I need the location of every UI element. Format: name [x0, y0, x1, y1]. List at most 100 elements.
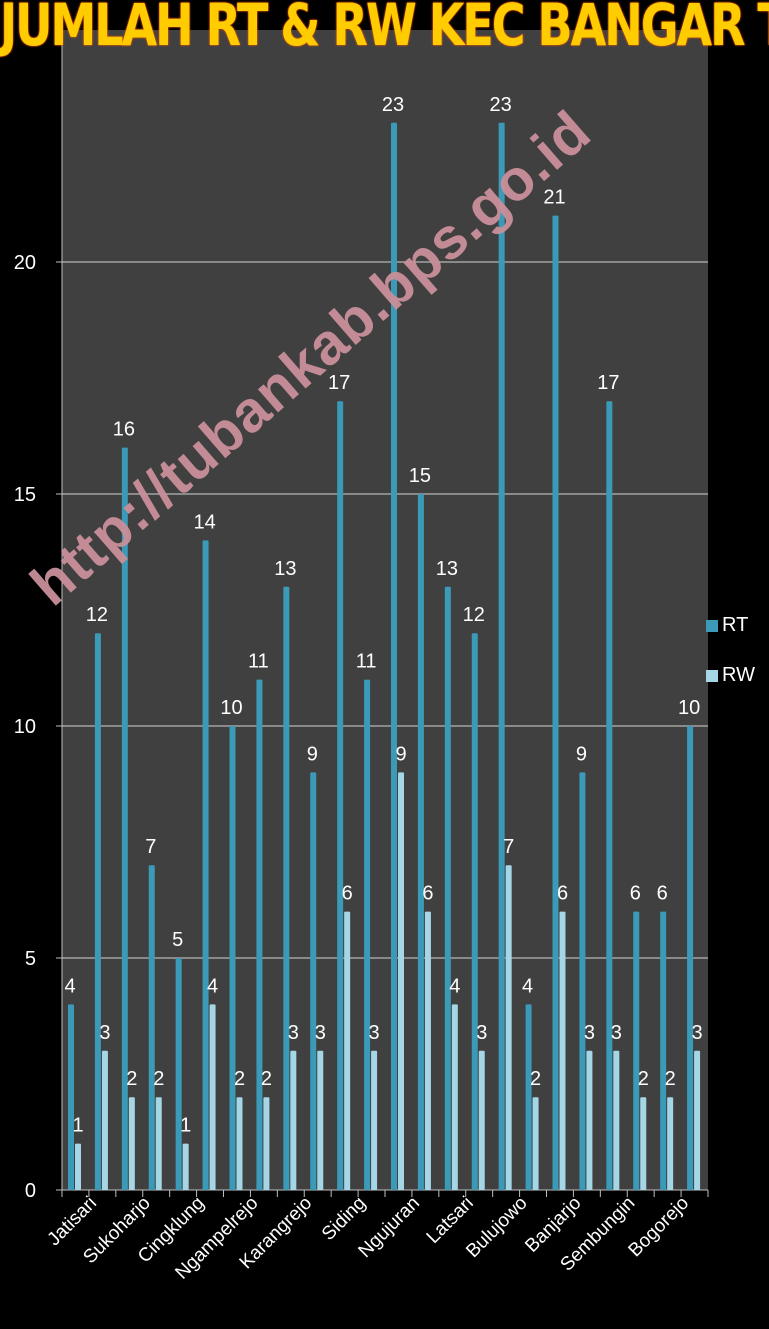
bar-rt — [444, 586, 451, 1190]
data-label-rt: 16 — [113, 419, 135, 441]
bar-rw — [586, 1050, 593, 1190]
data-label-rt: 10 — [220, 697, 242, 719]
data-label-rt: 17 — [328, 372, 350, 394]
bar-rt — [202, 540, 209, 1190]
bar-rw — [344, 911, 351, 1190]
legend-label-rw: RW — [722, 664, 755, 686]
bar-rt — [310, 772, 317, 1190]
data-label-rw: 6 — [422, 883, 433, 905]
x-tick-label: Bogorejo — [625, 1193, 694, 1262]
bar-rw — [451, 1004, 458, 1190]
data-label-rw: 2 — [638, 1068, 649, 1090]
bar-rw — [371, 1050, 378, 1190]
bar-rw — [398, 772, 404, 1190]
bar-rt — [364, 679, 371, 1190]
data-label-rw: 7 — [503, 836, 514, 858]
data-label-rt: 6 — [630, 883, 641, 905]
data-label-rt: 21 — [543, 187, 565, 209]
data-label-rt: 15 — [409, 465, 431, 487]
data-label-rw: 3 — [692, 1022, 703, 1044]
data-label-rt: 4 — [64, 975, 75, 997]
data-label-rt: 14 — [193, 511, 215, 533]
data-label-rt: 13 — [274, 558, 296, 580]
data-label-rw: 6 — [557, 883, 568, 905]
data-label-rw: 2 — [665, 1068, 676, 1090]
data-label-rw: 3 — [99, 1022, 110, 1044]
data-label-rw: 2 — [234, 1068, 245, 1090]
y-tick-label: 5 — [25, 948, 36, 970]
bar-rt — [606, 401, 613, 1190]
legend-swatch-rw — [706, 669, 718, 682]
data-label-rt: 9 — [576, 743, 587, 765]
bar-rt — [498, 122, 505, 1190]
data-label-rw: 2 — [530, 1068, 541, 1090]
bar-rw — [155, 1097, 162, 1190]
data-label-rt: 17 — [597, 372, 619, 394]
y-tick-label: 15 — [14, 484, 36, 506]
bar-rw — [75, 1143, 81, 1190]
bar-rw — [317, 1050, 324, 1190]
data-label-rw: 9 — [395, 743, 406, 765]
bar-rw — [424, 911, 431, 1190]
data-label-rt: 11 — [248, 651, 269, 673]
data-label-rt: 7 — [145, 836, 156, 858]
bar-rt — [525, 1004, 532, 1190]
data-label-rt: 4 — [522, 975, 533, 997]
bar-rt — [660, 911, 667, 1190]
data-label-rw: 3 — [476, 1022, 487, 1044]
data-label-rw: 3 — [369, 1022, 380, 1044]
bar-rt — [552, 215, 559, 1191]
bar-rw — [128, 1097, 135, 1190]
bar-rt — [68, 1004, 74, 1190]
data-label-rt: 12 — [463, 604, 485, 626]
data-label-rw: 1 — [180, 1115, 191, 1137]
bar-rw — [101, 1050, 108, 1190]
data-label-rt: 5 — [172, 929, 183, 951]
data-label-rw: 1 — [72, 1115, 83, 1137]
data-label-rw: 3 — [611, 1022, 622, 1044]
data-label-rt: 11 — [356, 651, 377, 673]
legend-item-rw: RW — [706, 664, 755, 687]
bar-rw — [559, 911, 566, 1190]
data-label-rt: 12 — [86, 604, 108, 626]
bar-rt — [687, 726, 694, 1190]
legend-item-rt: RT — [706, 614, 748, 637]
bar-rw — [209, 1004, 216, 1190]
bar-rt — [579, 772, 586, 1190]
data-label-rw: 3 — [584, 1022, 595, 1044]
data-label-rt: 13 — [436, 558, 458, 580]
bar-rw — [532, 1097, 539, 1190]
bar-rt — [471, 633, 478, 1190]
bar-rt — [417, 494, 424, 1190]
bar-rt — [229, 726, 236, 1190]
data-label-rw: 4 — [207, 975, 218, 997]
data-label-rw: 2 — [261, 1068, 272, 1090]
bar-rw — [236, 1097, 243, 1190]
bar-rt — [633, 911, 640, 1190]
bar-rt — [121, 447, 128, 1191]
bar-rt — [94, 633, 101, 1190]
legend-label-rt: RT — [722, 614, 749, 636]
data-label-rt: 10 — [678, 697, 700, 719]
bar-rw — [505, 865, 512, 1190]
data-label-rt: 23 — [382, 94, 404, 116]
bar-rt — [337, 401, 344, 1190]
data-label-rt: 23 — [490, 94, 512, 116]
bar-rt — [283, 586, 290, 1190]
bar-rw — [478, 1050, 485, 1190]
data-label-rw: 2 — [153, 1068, 164, 1090]
bar-rw — [694, 1050, 701, 1190]
bar-rt — [256, 679, 263, 1190]
data-label-rw: 4 — [449, 975, 460, 997]
bar-rw — [613, 1050, 620, 1190]
y-tick-label: 20 — [14, 252, 36, 274]
data-label-rw: 3 — [288, 1022, 299, 1044]
data-label-rw: 2 — [126, 1068, 137, 1090]
data-label-rw: 3 — [315, 1022, 326, 1044]
data-label-rt: 6 — [657, 883, 668, 905]
bar-rw — [182, 1143, 189, 1190]
x-tick-label: Siding — [318, 1193, 370, 1245]
bar-rw — [667, 1097, 674, 1190]
